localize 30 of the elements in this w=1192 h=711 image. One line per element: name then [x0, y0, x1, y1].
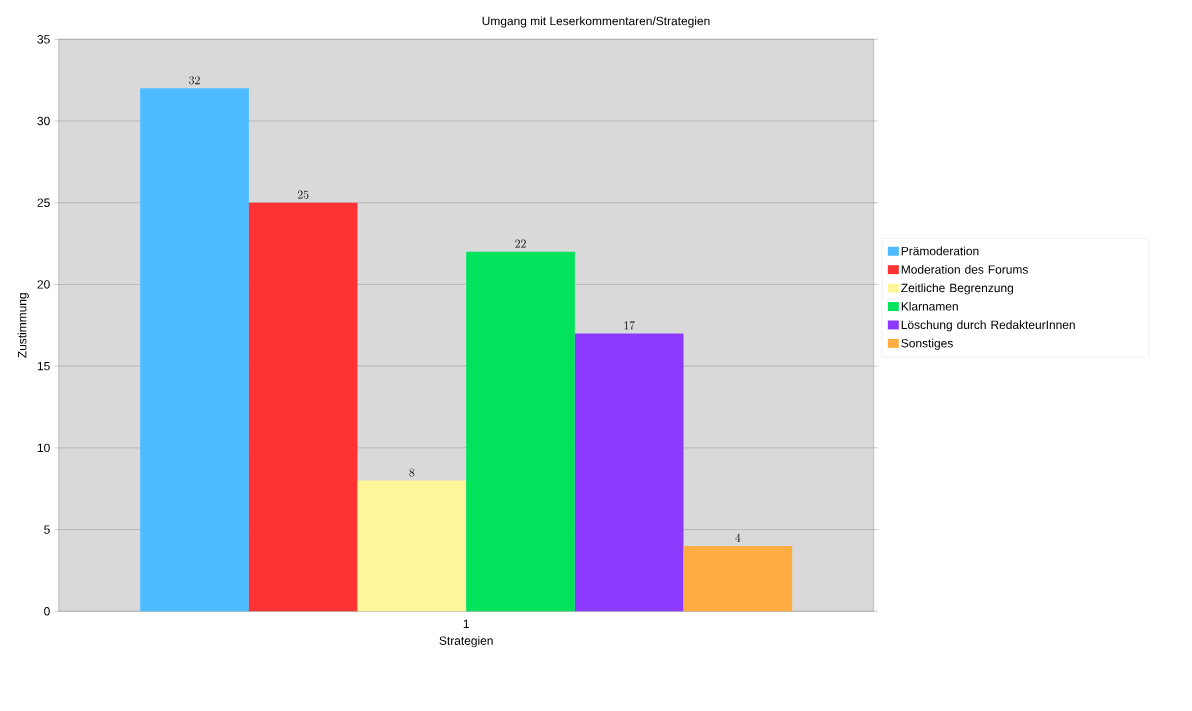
data-label: 8 [409, 468, 415, 477]
bar [357, 480, 467, 612]
y-tick-label: 15 [37, 361, 50, 371]
y-tick-label: 10 [37, 443, 50, 453]
bar [248, 202, 358, 612]
legend-label: Moderation des Forums [901, 264, 1028, 274]
data-label: 4 [735, 533, 741, 542]
data-label: 17 [624, 321, 635, 330]
bar [140, 88, 249, 612]
bar [466, 251, 575, 612]
y-tick-label: 30 [37, 116, 50, 126]
legend-label: Prämoderation [901, 246, 979, 256]
data-label: 25 [297, 190, 309, 199]
legend-label: Löschung durch RedakteurInnen [901, 320, 1075, 332]
bar [683, 545, 793, 612]
y-tick-label: 35 [37, 35, 50, 44]
chart-title: Umgang mit Leserkommentaren/Strategien [482, 16, 710, 28]
data-label: 32 [189, 76, 200, 85]
x-tick-label: 1 [463, 619, 469, 628]
data-label: 22 [515, 239, 526, 248]
y-tick-label: 0 [44, 607, 50, 616]
legend-label: Klarnamen [901, 301, 958, 311]
legend-label: Sonstiges [901, 338, 953, 350]
bar [574, 333, 684, 612]
y-tick-label: 20 [37, 280, 50, 289]
x-axis-title: Strategien [439, 636, 493, 648]
y-axis-title: Zustimmung [17, 293, 29, 358]
y-tick-label: 25 [37, 198, 50, 207]
legend-label: Zeitliche Begrenzung [901, 283, 1013, 295]
y-tick-label: 5 [44, 525, 50, 534]
